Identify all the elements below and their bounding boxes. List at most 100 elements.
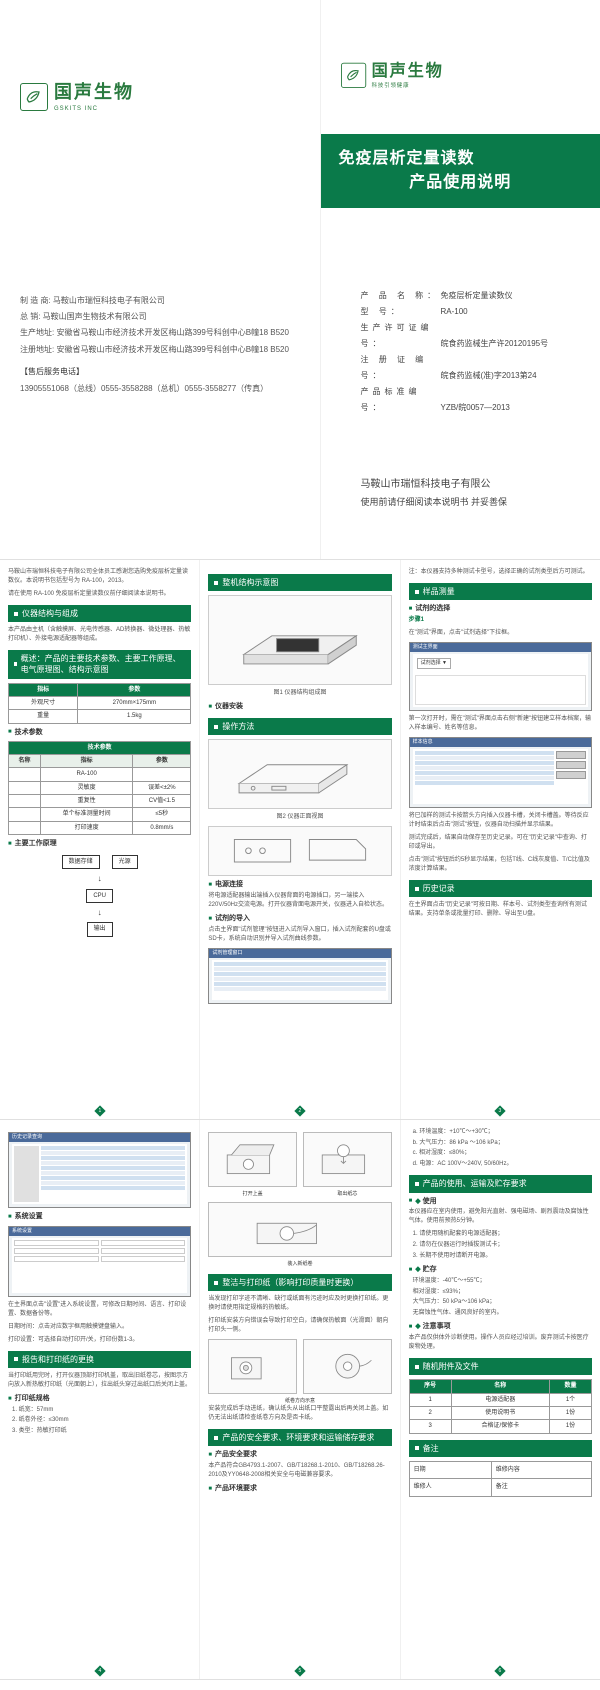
page-number: 5 xyxy=(296,1667,304,1675)
sub-settings: 系统设置 xyxy=(8,1212,191,1222)
content-row-1: 马鞍山市瑞恒科技电子有限公司全体员工感谢您选购免疫层析定量读数仪。本说明书包括型… xyxy=(0,560,600,1120)
logo-cn: 国声生物 xyxy=(54,80,134,105)
warning-icon: ◆ xyxy=(415,1322,420,1332)
body-text: 打印纸安装方向错误会导致打印空白，请确保热敏面（光滑面）朝向打印头一侧。 xyxy=(208,1317,391,1335)
list-item: 大气压力：50 kPa～106 kPa； xyxy=(413,1298,592,1308)
company-block: 马鞍山市瑞恒科技电子有限公 使用前请仔细阅读本说明书 并妥善保 xyxy=(361,476,600,510)
leaf-icon xyxy=(341,63,366,88)
sub-import: 试剂的导入 xyxy=(208,914,391,924)
body-text: 点击"测试"按钮后约5秒显示结果，包括T线、C线灰度值、T/C比值及浓度计算结果… xyxy=(409,856,592,874)
body-text: 本产品由主机（含触摸屏、光电传感器、AD转换器、微处理器、热敏打印机）、外接电源… xyxy=(8,626,191,644)
review-note: 使用前请仔细阅读本说明书 并妥善保 xyxy=(361,494,600,510)
list-item: 3. 长期不使用时请断开电源。 xyxy=(413,1252,592,1262)
meta-label: 注 册 证 编 号： xyxy=(361,352,441,384)
list-item: c. 相对湿度：≤80%； xyxy=(413,1149,592,1159)
panel-4: 历史记录查询 系统设置 系统设置 在主界面点击"设置"进入系统设置，可修改日期时… xyxy=(0,1120,200,1679)
td: 1.5kg xyxy=(78,710,191,723)
sub-env: 产品环境要求 xyxy=(208,1484,391,1494)
body-text: 日期时间：点击对应数字框用触摸键盘输入。 xyxy=(8,1323,191,1332)
body-text: 在主界面点击"设置"进入系统设置，可修改日期时间、语言、打印设置、数据备份等。 xyxy=(8,1301,191,1319)
panel-2: 整机结构示意图 图1 仪器结构组成图 仪器安装 操作方法 图2 仪器正面视图 xyxy=(200,560,400,1119)
note-text: 注：本仪器支持多种测试卡型号，选择正确的试剂类型后方可测试。 xyxy=(409,568,592,577)
cover-page: 国声生物 GSKITS INC 制 造 商: 马鞍山市瑞恒科技电子有限公司 总 … xyxy=(0,0,600,560)
section-accessories: 随机附件及文件 xyxy=(409,1358,592,1375)
body-text: 本仪器应在室内使用，避免阳光直射、强电磁场、剧烈震动及腐蚀性气体。使用前预热5分… xyxy=(409,1208,592,1226)
cover-title-1: 免疫层析定量读数 xyxy=(339,148,583,170)
meta-value: 皖食药监械生产许20120195号 xyxy=(441,339,549,348)
intro-text: 请在使用 RA-100 免疫层析定量读数仪前仔细阅读本说明书。 xyxy=(8,590,191,599)
paper-spec-list: 1. 纸宽：57mm 2. 纸卷外径：≤30mm 3. 类型：热敏打印纸 xyxy=(12,1406,191,1437)
meta-label: 产 品 名 称： xyxy=(361,288,441,304)
illus-caption: 打开上盖 xyxy=(208,1191,297,1198)
section-operation: 操作方法 xyxy=(208,718,391,735)
page-number: 3 xyxy=(496,1107,504,1115)
cover-back-panel: 国声生物 GSKITS INC 制 造 商: 马鞍山市瑞恒科技电子有限公司 总 … xyxy=(0,0,321,559)
panel-1: 马鞍山市瑞恒科技电子有限公司全体员工感谢您选购免疫层析定量读数仪。本说明书包括型… xyxy=(0,560,200,1119)
body-text: 在主界面点击"历史记录"可按日期、样本号、试剂类型查询所有测试结果。支持单条或批… xyxy=(409,901,592,919)
contact-block: 制 造 商: 马鞍山市瑞恒科技电子有限公司 总 销: 马鞍山国声生物技术有限公司… xyxy=(20,294,300,396)
body-text: 打印设置：可选择自动打印开/关，打印份数1-3。 xyxy=(8,1336,191,1345)
body-text: 当发现打印字迹不清晰、缺行或纸面有污迹时应及时更换打印纸。更换时请使用指定规格的… xyxy=(208,1295,391,1313)
list-item: b. 大气压力：86 kPa ～106 kPa； xyxy=(413,1139,592,1149)
th: 指标 xyxy=(40,754,132,767)
body-text: 第一次打开时，需在"测试"界面点击右侧"新建"按钮建立样本档案，输入样本编号、姓… xyxy=(409,715,592,733)
sub-install: 仪器安装 xyxy=(208,702,391,712)
arrow-down-icon: ↓ xyxy=(98,907,102,918)
th: 指标 xyxy=(9,683,78,696)
caption: 图2 仪器正面视图 xyxy=(208,813,391,822)
contact-line: 注册地址: 安徽省马鞍山市经济技术开发区梅山路399号科创中心B幢18 B520 xyxy=(20,343,300,357)
printer-open-illus xyxy=(208,1132,297,1187)
flow-box: 光源 xyxy=(112,855,138,869)
meta-value: 皖食药监械(准)字2013第24 xyxy=(441,371,537,380)
flow-box: 输出 xyxy=(87,922,113,936)
window-titlebar: 试剂管理窗口 xyxy=(209,949,390,958)
printer-insert-illus xyxy=(208,1202,391,1257)
window-titlebar: 测试主界面 xyxy=(410,643,591,652)
accessories-table: 序号名称数量 1电源适配器1个 2使用说明书1份 3合格证/保修卡1份 xyxy=(409,1379,592,1434)
meta-value: YZB/皖0057—2013 xyxy=(441,403,510,412)
section-warning: 注意事项 xyxy=(423,1322,451,1332)
illus-caption: 纸卷方向示意 xyxy=(208,1398,391,1405)
list-item: 2. 纸卷外径：≤30mm xyxy=(12,1416,191,1426)
body-text: 将已加样的测试卡按箭头方向插入仪器卡槽，关闭卡槽盖。等待反应计时结束后点击"测试… xyxy=(409,812,592,830)
store-list: 环境温度：-40℃～+55℃； 相对湿度：≤93%； 大气压力：50 kPa～1… xyxy=(413,1277,592,1318)
sub-store: 贮存 xyxy=(423,1265,437,1275)
arrow-down-icon: ↓ xyxy=(98,873,102,884)
sub-paper-type: 打印纸规格 xyxy=(8,1394,191,1404)
sub-use: 使用 xyxy=(423,1197,437,1207)
logo-block: 国声生物 科技引领健康 xyxy=(341,60,575,90)
cover-title-2: 产品使用说明 xyxy=(339,172,583,194)
step-label: 步骤1 xyxy=(409,617,424,623)
history-window-screenshot: 历史记录查询 xyxy=(8,1132,191,1208)
settings-window-screenshot: 系统设置 xyxy=(8,1226,191,1297)
list-item: 1. 请使用随机配套的电源适配器； xyxy=(413,1230,592,1240)
panel-3: 注：本仪器支持多种测试卡型号，选择正确的试剂类型后方可测试。 样品测量 试剂的选… xyxy=(401,560,600,1119)
body-text: 本产品仅供体外诊断使用。操作人员应经过培训。废弃测试卡按医疗废物处理。 xyxy=(409,1334,592,1352)
body-text: 安装完成后手动进纸，确认纸头从出纸口平整露出后再关闭上盖。如仍无法出纸请检查纸卷… xyxy=(208,1405,391,1423)
body-text: 当打印纸用完时，打开仪器顶部打印机盖，取出旧纸卷芯，按图示方向放入新热敏打印纸（… xyxy=(8,1372,191,1390)
th: 参数 xyxy=(78,683,191,696)
meta-value: RA-100 xyxy=(441,307,468,316)
company-name: 马鞍山市瑞恒科技电子有限公 xyxy=(361,476,600,494)
meta-value: 免疫层析定量读数仪 xyxy=(441,291,513,300)
list-item: 无腐蚀性气体、通风良好的室内。 xyxy=(413,1309,592,1319)
section-paper-quality: 整洁与打印纸（影响打印质量时更换） xyxy=(208,1274,391,1291)
logo-block: 国声生物 GSKITS INC xyxy=(20,80,300,114)
section-paper-change: 报告和打印纸的更换 xyxy=(8,1351,191,1368)
paper-direction-illus xyxy=(208,1339,297,1394)
th: 名称 xyxy=(9,754,41,767)
meta-label: 型 号： xyxy=(361,304,441,320)
body-text: 测试完成后，结果自动保存至历史记录。可在"历史记录"中查询、打印或导出。 xyxy=(409,834,592,852)
section-overview: 概述：产品的主要技术参数、主要工作原理、电气原理图、结构示意图 xyxy=(8,650,191,678)
warning-icon: ◆ xyxy=(415,1265,420,1275)
list-item: a. 环境温度：+10℃～+30℃； xyxy=(413,1128,592,1138)
list-item: 相对湿度：≤93%； xyxy=(413,1288,592,1298)
list-item: 环境温度：-40℃～+55℃； xyxy=(413,1277,592,1287)
section-use-store: 产品的使用、运输及贮存要求 xyxy=(409,1175,592,1192)
list-item: 3. 类型：热敏打印纸 xyxy=(12,1427,191,1437)
contact-line: 生产地址: 安徽省马鞍山市经济技术开发区梅山路399号科创中心B幢18 B520 xyxy=(20,326,300,340)
window-titlebar: 历史记录查询 xyxy=(9,1133,190,1142)
flow-box: 数据存储 xyxy=(62,855,100,869)
product-meta: 产 品 名 称：免疫层析定量读数仪 型 号：RA-100 生产许可证编号：皖食药… xyxy=(361,288,600,416)
th: 参数 xyxy=(133,754,191,767)
